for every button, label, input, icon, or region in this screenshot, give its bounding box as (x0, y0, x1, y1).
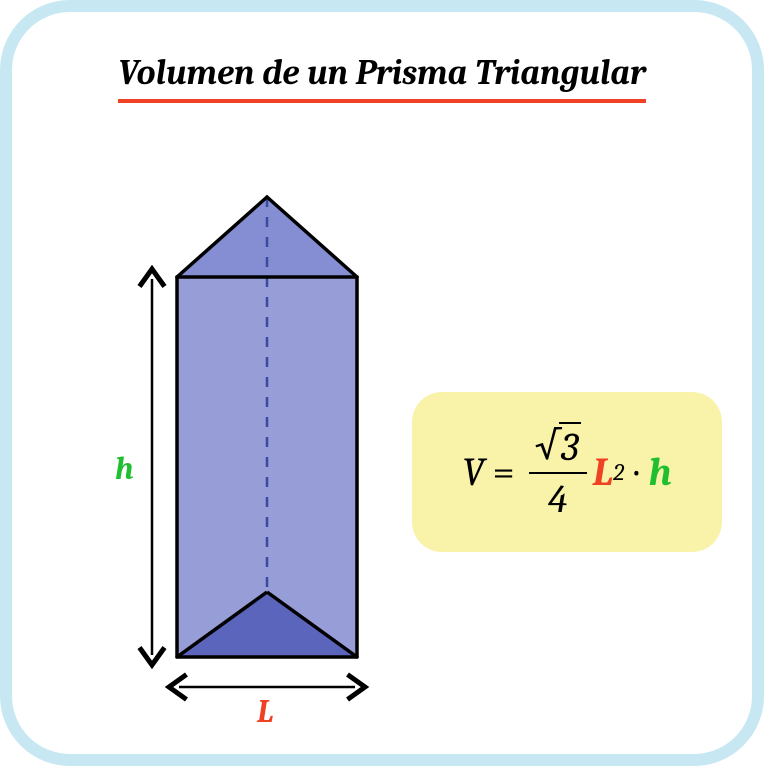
prism-diagram: h L (97, 167, 397, 727)
page-title: Volumen de un Prisma Triangular (118, 52, 646, 103)
denominator: 4 (548, 474, 568, 522)
dot-op: · (634, 449, 638, 495)
label-L: L (256, 693, 274, 727)
sqrt: √ 3 (535, 422, 581, 470)
var-h: h (648, 449, 671, 495)
var-L: L (593, 449, 614, 495)
formula-box: V = √ 3 4 L2 · h (412, 392, 722, 552)
radical-icon: √ (535, 422, 561, 468)
prism-svg: h L (97, 167, 397, 727)
title-container: Volumen de un Prisma Triangular (12, 52, 752, 103)
exp-2: 2 (613, 458, 624, 486)
label-h: h (115, 450, 134, 487)
volume-formula: V = √ 3 4 L2 · h (462, 422, 671, 522)
fraction: √ 3 4 (529, 422, 587, 522)
var-V: V (462, 449, 484, 495)
infographic-card: Volumen de un Prisma Triangular (0, 0, 764, 766)
sqrt-arg: 3 (559, 422, 581, 470)
numerator: √ 3 (529, 422, 587, 474)
equals: = (493, 449, 515, 495)
